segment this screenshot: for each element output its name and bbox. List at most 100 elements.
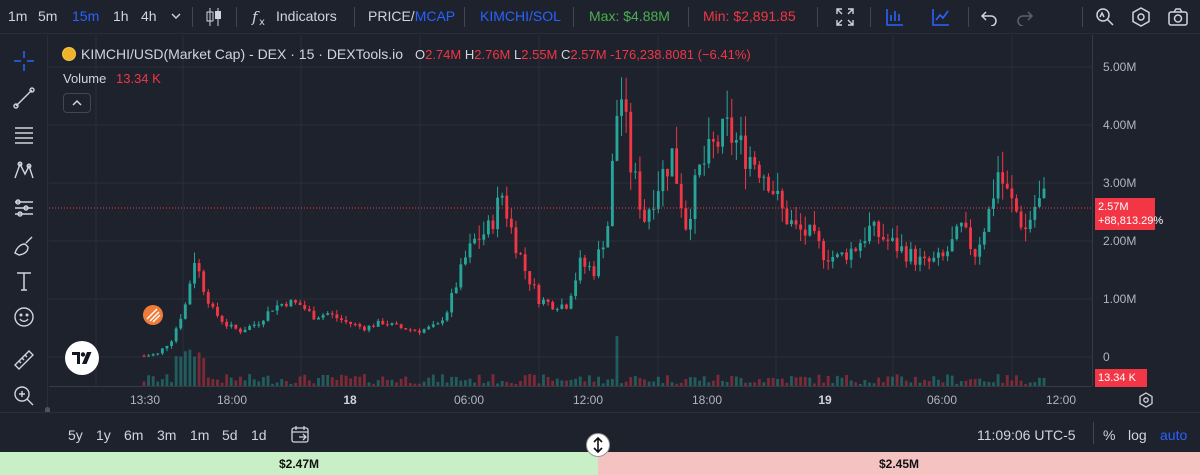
tradingview-logo-icon[interactable]	[65, 341, 99, 375]
prediction-tool-icon[interactable]	[10, 194, 38, 222]
auto-toggle[interactable]: auto	[1160, 427, 1188, 443]
settings-gear-icon[interactable]	[1130, 6, 1152, 28]
candle-body	[941, 252, 945, 257]
candle-body	[730, 117, 734, 143]
undo-icon[interactable]	[980, 8, 998, 26]
candle-body	[188, 283, 192, 305]
x-tick-label: 12:00	[1045, 393, 1077, 407]
volume-bar	[840, 377, 844, 386]
range-5d[interactable]: 5d	[222, 427, 238, 443]
candlestick-icon[interactable]	[204, 6, 224, 28]
pair-toggle[interactable]: KIMCHI/SOL	[480, 8, 561, 24]
volume-bar	[941, 382, 945, 386]
candle-body	[987, 208, 991, 232]
fullscreen-icon[interactable]	[835, 7, 855, 27]
clock-timezone[interactable]: 11:09:06 UTC-5	[977, 427, 1076, 443]
interval-1m[interactable]: 1m	[8, 8, 28, 24]
zoom-in-icon[interactable]	[10, 382, 38, 410]
volume-bar	[220, 382, 224, 386]
trend-line-icon[interactable]	[10, 84, 38, 112]
y-tick-label: 1.00M	[1103, 292, 1137, 306]
volume-bar	[762, 382, 766, 386]
svg-text:f: f	[251, 8, 260, 26]
candle-body	[643, 209, 646, 222]
scale-settings-icon[interactable]	[1137, 391, 1155, 414]
x-tick-label: 19	[818, 393, 832, 407]
interval-4h[interactable]: 4h	[141, 8, 157, 24]
brush-icon[interactable]	[10, 231, 38, 259]
volume-bar	[271, 383, 274, 386]
line-chart-icon[interactable]	[930, 6, 952, 28]
quick-search-icon[interactable]	[1094, 6, 1116, 28]
volume-bar	[904, 380, 908, 386]
interval-15m[interactable]: 15m	[72, 8, 100, 24]
candle-body	[716, 141, 720, 147]
volume-bar	[418, 383, 421, 386]
range-5y[interactable]: 5y	[68, 427, 83, 443]
volume-bar	[675, 383, 679, 386]
ruler-icon[interactable]	[10, 346, 38, 374]
sell-volume-bar[interactable]: $2.45M	[598, 452, 1200, 475]
goto-date-icon[interactable]	[290, 424, 310, 447]
volume-bar	[408, 382, 412, 386]
source-logo-icon[interactable]	[143, 305, 163, 325]
log-toggle[interactable]: log	[1128, 427, 1147, 443]
divider	[1093, 422, 1094, 444]
bar-chart-icon[interactable]	[884, 6, 906, 28]
range-1y[interactable]: 1y	[96, 427, 111, 443]
symbol-title[interactable]: KIMCHI/USD(Market Cap) - DEX · 15 · DEXT…	[81, 46, 404, 62]
volume-bar	[229, 377, 233, 386]
horizontal-lines-icon[interactable]	[10, 121, 38, 149]
candle-body	[647, 209, 651, 222]
buy-volume-bar[interactable]: $2.47M	[0, 452, 598, 475]
price-mcap-toggle[interactable]: PRICE/MCAP	[368, 8, 455, 24]
candle-body	[482, 234, 486, 240]
volume-bar	[248, 374, 252, 386]
candlestick-chart[interactable]	[49, 35, 1092, 386]
chart-pane[interactable]	[49, 35, 1092, 386]
volume-bar	[803, 376, 807, 386]
range-6m[interactable]: 6m	[124, 427, 144, 443]
collapse-legend-button[interactable]	[63, 93, 91, 113]
candle-body	[390, 323, 394, 325]
interval-5m[interactable]: 5m	[38, 8, 58, 24]
candle-body	[661, 168, 665, 192]
candle-body	[335, 314, 339, 319]
price-scale[interactable]: 5.00M 4.00M 3.00M 2.00M 1.00M 0 2.57M +8…	[1092, 35, 1200, 387]
candle-body	[537, 285, 541, 305]
candle-body	[317, 317, 320, 320]
candle-body	[744, 135, 747, 169]
candle-body	[395, 323, 398, 325]
range-1d[interactable]: 1d	[251, 427, 267, 443]
camera-icon[interactable]	[1167, 6, 1189, 28]
candle-body	[803, 229, 807, 236]
interval-1h[interactable]: 1h	[113, 8, 129, 24]
range-3m[interactable]: 3m	[157, 427, 177, 443]
pattern-tool-icon[interactable]	[10, 157, 38, 185]
volume-bar	[881, 382, 885, 386]
volume-bar	[289, 383, 293, 386]
min-price-label[interactable]: Min: $2,891.85	[703, 8, 796, 24]
percent-toggle[interactable]: %	[1103, 427, 1116, 443]
candle-body	[969, 227, 972, 250]
chevron-down-icon[interactable]	[170, 10, 182, 22]
volume-bar	[477, 374, 481, 386]
volume-bar	[1024, 383, 1028, 386]
volume-bar	[1028, 382, 1032, 386]
redo-icon[interactable]	[1016, 8, 1034, 26]
volume-label[interactable]: Volume	[63, 71, 107, 86]
max-price-label[interactable]: Max: $4.88M	[589, 8, 670, 24]
crosshair-icon[interactable]	[10, 47, 38, 75]
text-tool-icon[interactable]	[10, 267, 38, 295]
indicators-button[interactable]: Indicators	[276, 8, 337, 24]
range-1m[interactable]: 1m	[190, 427, 210, 443]
volume-bar	[197, 352, 201, 386]
candle-body	[330, 313, 334, 315]
volume-bar	[560, 380, 564, 386]
candle-body	[225, 321, 229, 327]
time-scale[interactable]: 13:30 18:00 18 06:00 12:00 18:00 19 06:0…	[49, 386, 1092, 412]
volume-bar	[349, 378, 353, 386]
resize-handle-icon[interactable]	[586, 433, 610, 457]
emoji-icon[interactable]	[10, 303, 38, 331]
